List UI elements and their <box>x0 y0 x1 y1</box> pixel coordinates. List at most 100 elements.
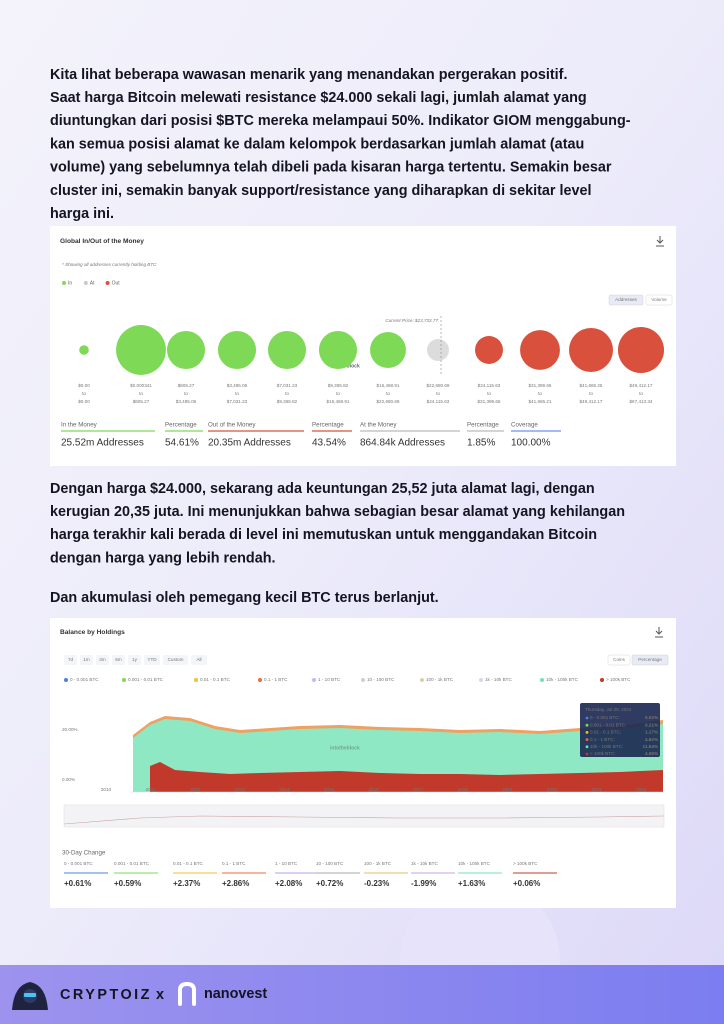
range-word: to <box>538 391 542 396</box>
tooltip-dot <box>585 738 589 741</box>
toggle-button[interactable] <box>607 654 631 666</box>
stat-label: Percentage <box>312 422 344 429</box>
change-label: 1 - 10 BTC <box>275 861 298 866</box>
legend-dot <box>62 281 66 285</box>
tooltip-label: 0 - 0.001 BTC: <box>590 715 620 720</box>
toggle-label[interactable]: Coins <box>613 657 625 662</box>
range-to: $24,115.63 <box>427 399 450 404</box>
area-chart <box>63 716 665 828</box>
toggle-label[interactable]: Percentage <box>638 657 662 662</box>
stat-label: Coverage <box>511 422 538 429</box>
range-from: $7,031.23 <box>277 383 298 388</box>
range-from: $605.27 <box>178 383 195 388</box>
legend-dot <box>600 678 604 682</box>
nanovest-icon <box>178 981 196 1006</box>
year-label: 2020 <box>547 787 558 792</box>
navigator <box>63 804 665 828</box>
stat-value: 100.00% <box>511 438 551 449</box>
range-button[interactable] <box>112 655 125 665</box>
range-label[interactable]: All <box>196 657 201 662</box>
bubble <box>267 330 307 370</box>
range-to: $49,412.17 <box>580 399 603 404</box>
paragraph-line: volume) yang sebelumnya telah dibeli pad… <box>50 160 612 176</box>
range-label[interactable]: 1m <box>83 657 90 662</box>
year-label: 2016 <box>368 787 379 792</box>
legend-label: 0.1 - 1 BTC <box>264 677 288 682</box>
range-from: $41,665.25 <box>580 383 603 388</box>
change-value: +0.61% <box>64 879 91 888</box>
stat-label: Out of the Money <box>208 422 256 429</box>
legend-label: 0 - 0.001 BTC <box>70 677 99 682</box>
range-label[interactable]: 7d <box>68 657 74 662</box>
area-red <box>150 762 663 792</box>
bubble <box>116 325 166 375</box>
range-from: $0.000341 <box>130 383 152 388</box>
range-to: $3,485.06 <box>176 399 197 404</box>
range-label[interactable]: YTD <box>147 657 157 662</box>
range-button[interactable] <box>128 655 141 665</box>
legend-label: 0.001 - 0.01 BTC <box>128 677 164 682</box>
paragraph-line: Saat harga Bitcoin melewati resistance $… <box>50 90 587 106</box>
range-to: $41,665.21 <box>529 399 552 404</box>
current-price: Current Price: $23,733.77 <box>385 318 438 323</box>
stat-label: At the Money <box>360 422 397 429</box>
paragraph-line: cluster ini, semakin banyak support/resi… <box>50 183 591 199</box>
legend-label: At <box>90 280 95 286</box>
paragraph-line: diuntungkan dari posisi $BTC mereka mela… <box>50 113 631 129</box>
range-from: $9,365.82 <box>328 383 349 388</box>
stat-value: 864.84k Addresses <box>360 438 445 449</box>
tooltip-dot <box>585 752 589 756</box>
range-word: to <box>386 391 390 396</box>
change-value: +1.63% <box>458 879 485 888</box>
range-button[interactable] <box>144 655 160 665</box>
range-label[interactable]: 1y <box>132 657 138 662</box>
range-to: $67,413.34 <box>630 399 653 404</box>
bubble <box>520 330 560 370</box>
paragraph-line: Dan akumulasi oleh pemegang kecil BTC te… <box>50 590 439 606</box>
bubble <box>617 326 665 374</box>
stat-value: 20.35m Addresses <box>208 438 291 449</box>
legend-label: 1k - 10k BTC <box>485 677 512 682</box>
change-label: 10k - 100k BTC <box>458 861 491 866</box>
range-button[interactable] <box>163 655 188 665</box>
change-value: +2.86% <box>222 879 249 888</box>
legend-dot <box>479 678 483 682</box>
toggle-button[interactable] <box>645 294 673 306</box>
figure-title: Balance by Holdings <box>60 629 125 636</box>
tooltip-dot <box>585 716 589 720</box>
tooltip-date: Thursday, Jul 28, 2022 <box>585 707 632 712</box>
change-value: +0.06% <box>513 879 540 888</box>
tooltip-value: 0.21% <box>645 722 658 727</box>
range-button[interactable] <box>191 655 207 665</box>
range-label[interactable]: 3m <box>99 657 106 662</box>
range-label[interactable]: 6m <box>115 657 122 662</box>
change-label: 100 - 1k BTC <box>364 861 392 866</box>
bubble <box>427 339 449 361</box>
paragraph-line: Kita lihat beberapa wawasan menarik yang… <box>50 67 567 83</box>
legend-dot <box>194 678 198 682</box>
toggle-button[interactable] <box>608 294 644 306</box>
change-label: 10 - 100 BTC <box>316 861 344 866</box>
range-word: to <box>589 391 593 396</box>
legend-label: In <box>68 280 72 286</box>
year-label: 2010 <box>101 787 112 792</box>
download-icon <box>656 236 664 247</box>
range-button[interactable] <box>80 655 93 665</box>
legend-dot <box>420 678 424 682</box>
tooltip-value: 0.02% <box>645 715 658 720</box>
range-from: $0.00 <box>78 383 90 388</box>
toggle-label[interactable]: Addresses <box>615 297 637 302</box>
stat-label: In the Money <box>61 422 98 429</box>
toggle-button[interactable] <box>631 654 669 666</box>
range-label[interactable]: Custom <box>168 657 184 662</box>
paragraph-line: dengan harga yang lebih rendah. <box>50 550 276 566</box>
bubble <box>79 345 89 355</box>
range-button[interactable] <box>64 655 77 665</box>
range-button[interactable] <box>96 655 109 665</box>
stat-label: Percentage <box>165 422 197 429</box>
year-label: 2012 <box>190 787 201 792</box>
toggle-label[interactable]: Volume <box>651 297 667 302</box>
range-word: to <box>82 391 86 396</box>
navigator-line <box>63 815 665 825</box>
